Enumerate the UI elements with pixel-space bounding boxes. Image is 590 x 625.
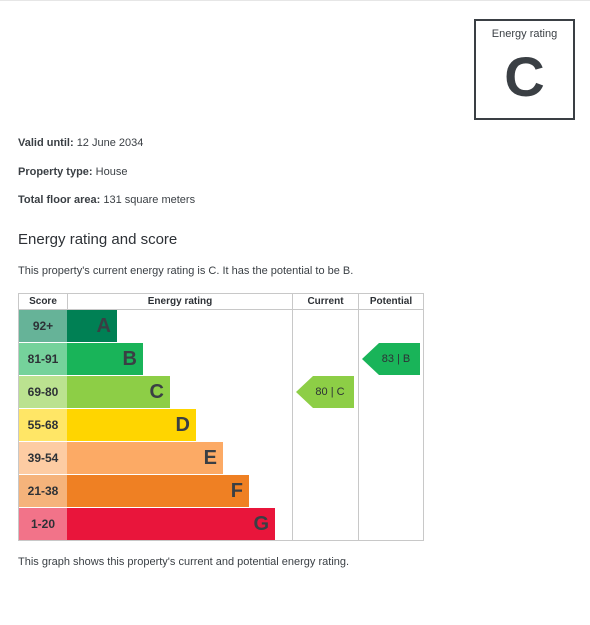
rating-band-f: F — [67, 475, 249, 507]
header-potential: Potential — [369, 296, 413, 307]
floor-area-label: Total floor area: — [18, 194, 101, 206]
rating-band-e: E — [67, 442, 223, 474]
header-current: Current — [307, 296, 344, 307]
energy-rating-box: Energy rating C — [474, 19, 575, 120]
score-cell-a: 92+ — [19, 310, 67, 342]
band-letter-e: E — [203, 447, 217, 469]
header-rule — [19, 309, 423, 310]
floor-area-value: 131 square meters — [103, 194, 196, 206]
score-cell-g: 1-20 — [19, 508, 67, 540]
current-column-divider — [292, 294, 293, 540]
band-letter-c: C — [149, 381, 164, 403]
current-rating-arrow: 80 | C — [296, 376, 354, 408]
property-type-value: House — [95, 166, 128, 178]
valid-until-label: Valid until: — [18, 137, 74, 149]
score-cell-b: 81-91 — [19, 343, 67, 375]
rating-band-a: A — [67, 310, 117, 342]
energy-rating-caption: Energy rating — [491, 28, 558, 40]
score-cell-c: 69-80 — [19, 376, 67, 408]
potential-column-divider — [358, 294, 359, 540]
property-type-label: Property type: — [18, 166, 93, 178]
rating-band-d: D — [67, 409, 196, 441]
band-letter-g: G — [253, 513, 269, 535]
valid-until-value: 12 June 2034 — [76, 137, 144, 149]
energy-rating-letter: C — [504, 45, 545, 108]
section-title: Energy rating and score — [18, 231, 178, 248]
chart-footnote: This graph shows this property's current… — [18, 556, 350, 568]
header-divider — [67, 294, 68, 309]
band-letter-a: A — [96, 315, 111, 337]
band-letter-d: D — [175, 414, 190, 436]
rating-band-c: C — [67, 376, 170, 408]
header-energy-rating: Energy rating — [147, 296, 213, 307]
score-cell-d: 55-68 — [19, 409, 67, 441]
rating-band-b: B — [67, 343, 143, 375]
potential-rating-arrow: 83 | B — [362, 343, 420, 375]
header-score: Score — [29, 296, 57, 307]
score-cell-e: 39-54 — [19, 442, 67, 474]
score-cell-f: 21-38 — [19, 475, 67, 507]
energy-rating-chart: Score Energy rating Current Potential 92… — [18, 293, 424, 541]
rating-description: This property's current energy rating is… — [18, 265, 354, 277]
top-divider — [0, 0, 590, 1]
band-letter-f: F — [230, 480, 243, 502]
property-type-row: Property type: House — [18, 166, 127, 178]
band-letter-b: B — [122, 348, 137, 370]
valid-until-row: Valid until: 12 June 2034 — [18, 137, 143, 149]
floor-area-row: Total floor area: 131 square meters — [18, 194, 195, 206]
rating-band-g: G — [67, 508, 275, 540]
